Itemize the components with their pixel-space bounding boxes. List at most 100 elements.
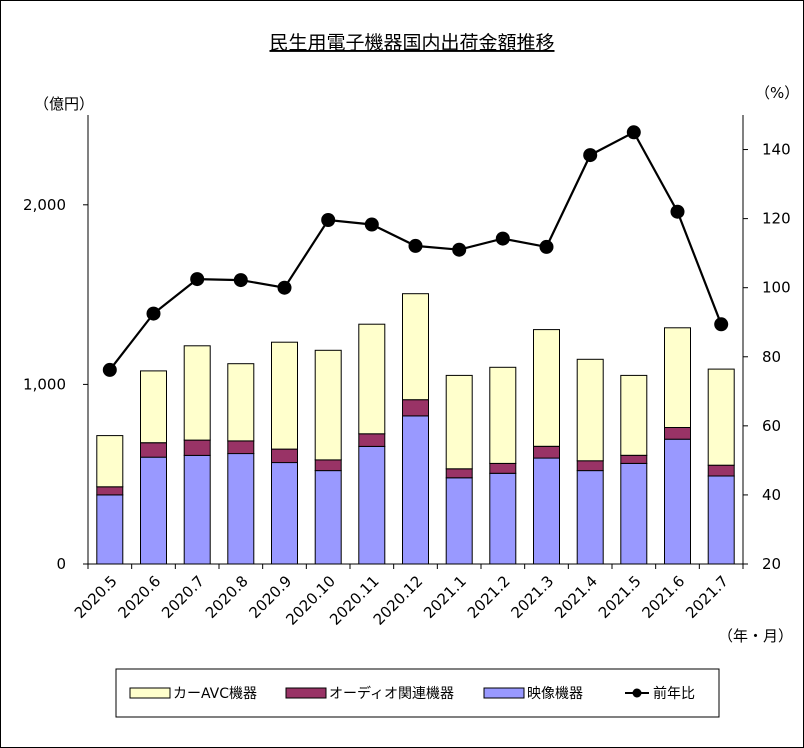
y-left-unit: （億円） [34, 95, 94, 113]
line-layer [102, 125, 729, 377]
legend-swatch-1 [285, 687, 327, 699]
bar-1-0 [96, 486, 124, 496]
x-tick-label-1: 2020.6 [114, 572, 164, 622]
bars-layer [96, 293, 735, 565]
x-tick-label-8: 2021.1 [420, 572, 470, 622]
legend-label-0: カーAVC機器 [173, 686, 257, 702]
x-tick-label-11: 2021.4 [551, 572, 601, 622]
line-point-12 [626, 125, 641, 140]
y-right-tick-label-4: 100 [762, 279, 791, 297]
chart-title: 民生用電子機器国内出荷金額推移 [269, 32, 554, 54]
y-left-tick-label-1: 1,000 [23, 375, 66, 393]
legend-box [115, 668, 720, 718]
legend: カーAVC機器 オーディオ関連機器 映像機器 前年比 [115, 668, 720, 718]
bar-0-7 [402, 415, 429, 565]
bar-2-2 [183, 345, 211, 441]
y-right-tick-label-5: 120 [762, 210, 791, 228]
y-right-tick-label-3: 80 [762, 348, 781, 366]
x-tick-label-14: 2021.7 [682, 572, 732, 622]
bar-1-3 [227, 440, 255, 455]
x-tick-label-3: 2020.8 [202, 572, 252, 622]
bar-1-9 [489, 462, 517, 474]
bar-0-8 [445, 477, 473, 565]
line-point-11 [583, 148, 598, 163]
line-point-5 [321, 213, 336, 227]
y-right-tick-label-1: 40 [762, 486, 781, 504]
legend-label-3: 前年比 [653, 685, 695, 702]
bar-2-13 [664, 327, 691, 428]
legend-swatch-0 [129, 687, 171, 699]
bar-2-3 [227, 363, 255, 442]
bar-0-2 [183, 454, 211, 565]
bar-2-7 [402, 293, 429, 401]
line-point-14 [714, 317, 729, 332]
y-right-unit: （%） [755, 84, 799, 102]
bar-0-4 [271, 462, 298, 565]
bar-0-14 [707, 475, 735, 565]
legend-marker-3 [632, 688, 642, 698]
y-right-tick-label-6: 140 [762, 141, 791, 159]
bar-2-4 [271, 341, 298, 450]
line-point-3 [233, 273, 248, 288]
bar-2-14 [707, 368, 735, 466]
line-point-2 [190, 272, 205, 287]
bar-0-6 [358, 445, 386, 565]
bar-2-9 [489, 366, 517, 464]
bar-2-5 [314, 349, 342, 461]
bar-0-1 [140, 456, 167, 565]
line-point-0 [102, 362, 117, 377]
bar-0-12 [620, 462, 648, 565]
line-point-9 [495, 231, 510, 246]
bar-2-12 [620, 374, 648, 456]
bar-1-10 [533, 445, 560, 459]
x-tick-labels: 2020.52020.62020.72020.82020.92020.10202… [71, 572, 732, 629]
bar-2-8 [445, 374, 473, 470]
bar-1-6 [358, 433, 386, 447]
bar-1-11 [576, 460, 604, 472]
bar-1-7 [402, 399, 429, 417]
bar-2-1 [140, 370, 167, 444]
line-point-13 [670, 204, 685, 219]
line-point-1 [146, 306, 161, 321]
bar-1-2 [183, 439, 211, 456]
y-right-tick-label-0: 20 [762, 555, 781, 573]
legend-label-1: オーディオ関連機器 [329, 685, 454, 702]
line-point-8 [452, 242, 467, 257]
bar-0-3 [227, 453, 255, 565]
bar-1-1 [140, 442, 167, 458]
legend-label-2: 映像機器 [527, 686, 583, 702]
bar-2-11 [576, 358, 604, 462]
bar-2-10 [533, 329, 560, 447]
x-unit: （年・月） [718, 627, 793, 645]
bar-2-6 [358, 323, 386, 435]
bar-0-11 [576, 470, 604, 565]
x-tick-label-10: 2021.3 [507, 572, 557, 622]
line-point-10 [539, 239, 554, 254]
x-tick-label-2: 2020.7 [158, 572, 208, 622]
bar-1-12 [620, 454, 648, 464]
y-left-tick-label-0: 0 [56, 555, 66, 573]
bar-1-8 [445, 468, 473, 479]
bar-0-13 [664, 438, 691, 565]
bar-1-5 [314, 459, 342, 472]
x-tick-label-12: 2021.5 [595, 572, 645, 622]
bar-0-9 [489, 472, 517, 565]
bar-1-14 [707, 464, 735, 477]
bar-2-0 [96, 435, 124, 488]
bar-1-13 [664, 427, 691, 440]
x-tick-label-0: 2020.5 [71, 572, 121, 622]
bar-1-4 [271, 448, 298, 464]
bar-0-0 [96, 494, 124, 565]
bar-0-5 [314, 470, 342, 565]
x-tick-label-9: 2021.2 [464, 572, 514, 622]
line-point-4 [277, 280, 292, 295]
axes-layer: 0 1,000 2,000 20 40 60 80 100 120 140 [23, 115, 791, 573]
line-point-7 [408, 238, 423, 253]
legend-swatch-2 [483, 687, 525, 699]
bar-0-10 [533, 457, 560, 565]
y-right-tick-label-2: 60 [762, 417, 781, 435]
y-left-tick-label-2: 2,000 [23, 196, 66, 214]
x-tick-label-13: 2021.6 [638, 572, 688, 622]
line-point-6 [364, 217, 379, 232]
